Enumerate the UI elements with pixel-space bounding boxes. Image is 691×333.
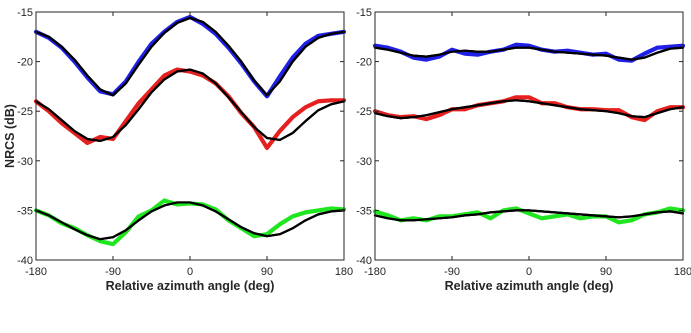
left-panel: -40 -35 -30 -25 -20 -15 -180 -90 0 90 180 Relative … [3,7,353,293]
x-tick-label: -90 [444,266,460,278]
x-tick-label: 90 [600,266,612,278]
right-panel: -40 -35 -30 -25 -20 -15 -180 -90 0 90 180 Relative … [356,7,691,293]
y-tick-label: -40 [17,255,33,267]
x-tick-label: 180 [335,266,353,278]
fit-line-overlay-5 [34,201,346,241]
y-axis-title: NRCS (dB) [3,104,17,168]
series-group [372,42,686,225]
y-tick-label: -20 [17,57,33,69]
y-tick-label: -35 [17,205,33,217]
fit-line-overlay-3 [34,68,346,143]
plot-frame [374,11,684,261]
y-tick-label: -25 [17,106,33,118]
x-axis-title: Relative azimuth angle (deg) [106,279,275,293]
y-tick-label: -20 [356,57,372,69]
y-tick-label: -30 [17,156,33,168]
y-tick-label: -15 [17,7,33,19]
measured-line-2 [33,67,347,150]
fit-line-overlay-3 [373,99,685,120]
fit-line-3 [34,68,346,143]
x-tick-label: -90 [105,266,121,278]
y-tick-label: -30 [356,156,372,168]
x-tick-label: 0 [526,266,532,278]
y-tick-label: -25 [356,106,372,118]
x-tick-label: 90 [261,266,273,278]
fit-line-overlay-5 [373,209,685,222]
measured-line-4 [33,198,347,247]
fit-line-overlay-1 [34,16,346,97]
y-tick-label: -35 [356,205,372,217]
series-group [33,14,347,247]
x-axis-title: Relative azimuth angle (deg) [445,279,614,293]
x-tick-label: -180 [364,266,386,278]
y-tick-label: -15 [356,7,372,19]
x-tick-label: 180 [674,266,691,278]
x-tick-label: 0 [187,266,193,278]
x-tick-label: -180 [25,266,47,278]
y-tick-label: -40 [356,255,372,267]
fit-line-overlay-1 [373,46,685,61]
